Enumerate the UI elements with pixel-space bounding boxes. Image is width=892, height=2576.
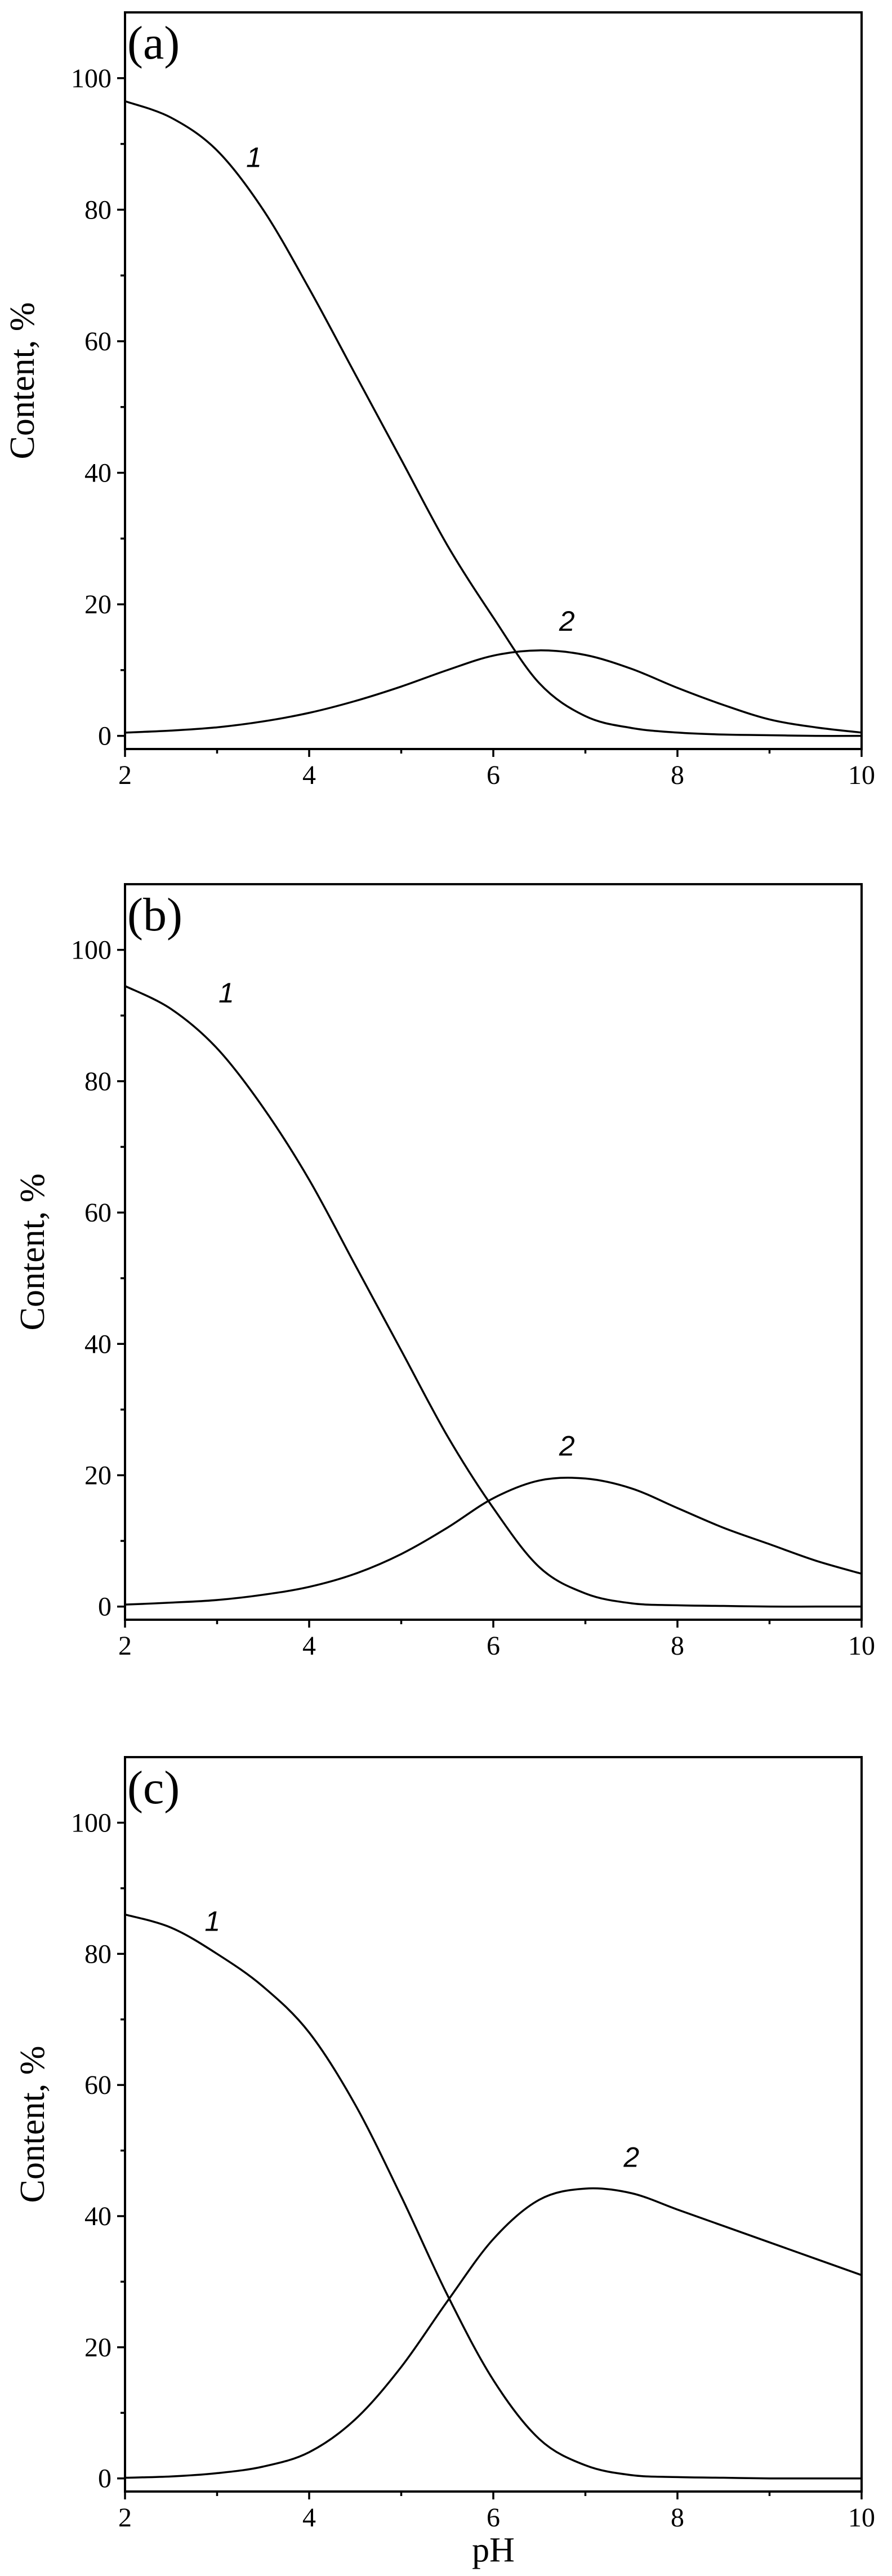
x-tick-label-a-10: 10 [848, 760, 875, 790]
x-tick-label-a-4: 4 [302, 760, 316, 790]
y-tick-label-b-80: 80 [84, 1067, 112, 1097]
x-tick-label-c-6: 6 [487, 2503, 500, 2533]
y-tick-label-c-60: 60 [84, 2070, 112, 2100]
y-tick-label-c-40: 40 [84, 2201, 112, 2231]
curve-label-c-1: 1 [204, 1906, 220, 1937]
plot-frame-a [124, 11, 863, 750]
y-tick-label-a-60: 60 [84, 327, 112, 356]
x-tick-label-c-8: 8 [671, 2503, 684, 2533]
y-tick-label-b-0: 0 [98, 1592, 112, 1622]
curve-label-b-2: 2 [559, 1430, 575, 1461]
y-tick-label-c-20: 20 [84, 2333, 112, 2363]
panel-label-b: (b) [127, 889, 182, 941]
series-line-a-2 [125, 649, 862, 734]
y-tick-label-a-100: 100 [71, 64, 112, 93]
panel-label-c: (c) [127, 1762, 180, 1814]
x-axis-title-c: pH [472, 2531, 515, 2569]
x-tick-label-a-8: 8 [671, 760, 684, 790]
curve-label-a-2: 2 [559, 605, 575, 637]
y-tick-label-a-20: 20 [84, 590, 112, 620]
x-tick-label-c-10: 10 [848, 2503, 875, 2533]
curve-label-c-2: 2 [623, 2142, 639, 2173]
series-line-c-1 [125, 1913, 862, 2480]
curve-label-b-1: 1 [218, 977, 234, 1009]
x-tick-label-b-10: 10 [848, 1631, 875, 1661]
x-tick-label-c-4: 4 [302, 2503, 316, 2533]
y-tick-label-a-80: 80 [84, 195, 112, 225]
y-tick-label-b-40: 40 [84, 1329, 112, 1359]
y-axis-title-b: Content, % [14, 1174, 52, 1331]
x-tick-label-a-2: 2 [118, 760, 132, 790]
y-tick-label-b-20: 20 [84, 1460, 112, 1490]
y-tick-label-c-80: 80 [84, 1939, 112, 1969]
x-tick-label-b-4: 4 [302, 1631, 316, 1661]
curve-label-a-1: 1 [246, 141, 262, 173]
series-line-c-2 [125, 2187, 862, 2479]
y-tick-label-b-100: 100 [71, 935, 112, 965]
series-line-a-1 [125, 100, 862, 737]
y-tick-label-c-100: 100 [71, 1808, 112, 1838]
panel-label-a: (a) [127, 17, 180, 69]
series-line-b-2 [125, 1477, 862, 1606]
y-tick-label-a-0: 0 [98, 721, 112, 751]
x-tick-label-b-8: 8 [671, 1631, 684, 1661]
y-axis-title-c: Content, % [14, 2046, 52, 2203]
x-tick-label-b-2: 2 [118, 1631, 132, 1661]
series-line-b-1 [125, 984, 862, 1608]
x-tick-label-a-6: 6 [487, 760, 500, 790]
x-tick-label-b-6: 6 [487, 1631, 500, 1661]
y-tick-label-c-0: 0 [98, 2464, 112, 2494]
y-tick-label-a-40: 40 [84, 458, 112, 488]
y-tick-label-b-60: 60 [84, 1198, 112, 1228]
x-tick-label-c-2: 2 [118, 2503, 132, 2533]
y-axis-title-a: Content, % [3, 302, 42, 460]
